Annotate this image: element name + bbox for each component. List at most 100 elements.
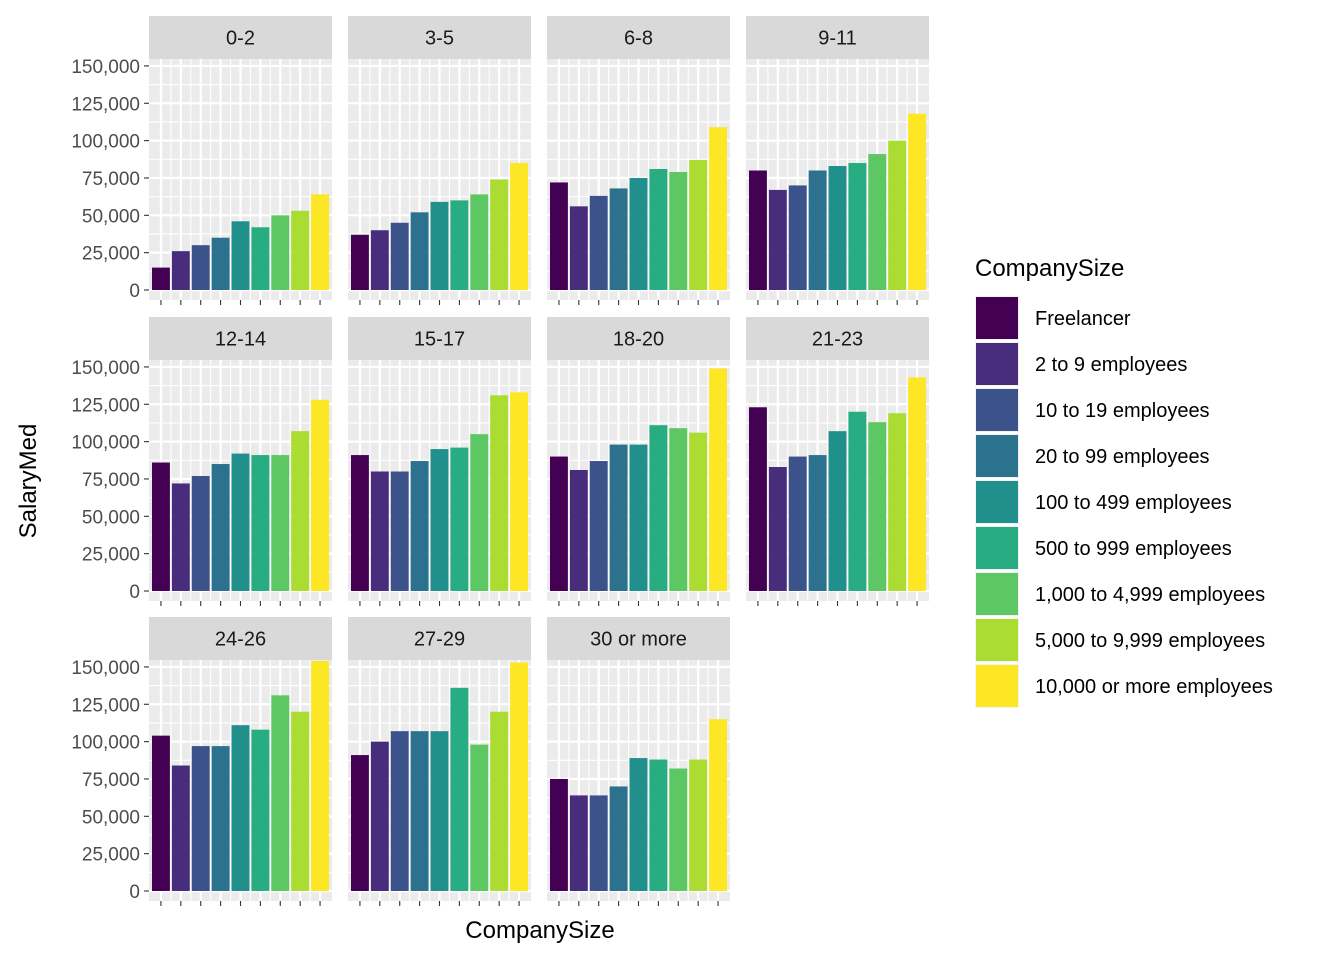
bar — [470, 434, 489, 591]
bar — [231, 453, 250, 591]
bar — [649, 169, 668, 290]
bar — [211, 237, 230, 290]
y-tick-label: 0 — [129, 882, 140, 903]
bar — [629, 177, 648, 290]
bar — [191, 746, 210, 891]
bar — [669, 768, 688, 891]
bar — [291, 431, 310, 591]
bar — [410, 461, 429, 591]
y-tick-label: 100,000 — [71, 132, 140, 153]
bar — [828, 431, 847, 591]
legend-key — [976, 435, 1018, 477]
bar — [609, 188, 628, 290]
bar — [470, 194, 489, 290]
legend-item: 10 to 19 employees — [975, 388, 1210, 432]
y-tick-label: 25,000 — [82, 244, 140, 265]
bar — [589, 195, 608, 290]
bar — [151, 267, 170, 290]
facet-strip-label: 0-2 — [226, 28, 255, 50]
y-axis-title: SalaryMed — [15, 424, 42, 539]
bar — [649, 425, 668, 591]
legend-key — [976, 297, 1018, 339]
y-tick-label: 0 — [129, 281, 140, 302]
bar — [709, 368, 728, 591]
y-tick-label: 125,000 — [71, 695, 140, 716]
bar — [171, 765, 190, 891]
y-axes: 0 25,000 50,000 75,000 100,000 125,000 150,000… — [71, 57, 149, 903]
y-tick-label: 25,000 — [82, 545, 140, 566]
bar — [370, 471, 389, 591]
bar — [788, 456, 807, 591]
facet-strip — [746, 16, 929, 59]
bar — [689, 160, 708, 290]
bar — [490, 395, 509, 591]
bar — [589, 461, 608, 591]
facet-strip — [149, 617, 332, 660]
bar — [231, 221, 250, 290]
bar — [271, 455, 290, 591]
legend-label: 10,000 or more employees — [1035, 676, 1273, 698]
legend-key — [976, 573, 1018, 615]
bar — [649, 759, 668, 891]
bar — [629, 444, 648, 591]
facet-panel: 12-14 — [149, 317, 332, 606]
legend-key — [976, 389, 1018, 431]
bar — [211, 746, 230, 891]
facet-strip-label: 6-8 — [624, 28, 653, 50]
bar — [609, 786, 628, 891]
bar — [370, 230, 389, 290]
legend-key — [976, 527, 1018, 569]
facet-panel: 0-2 — [149, 16, 332, 305]
bar — [251, 455, 270, 591]
bar — [828, 166, 847, 290]
legend-item: 1,000 to 4,999 employees — [975, 572, 1265, 616]
bar — [251, 729, 270, 891]
bar — [888, 413, 907, 591]
bar — [410, 212, 429, 290]
facet-strip — [348, 16, 531, 59]
y-tick-label: 0 — [129, 582, 140, 603]
bar — [589, 795, 608, 891]
legend-label: 1,000 to 4,999 employees — [1035, 584, 1265, 606]
y-tick-label: 50,000 — [82, 206, 140, 227]
bar — [470, 744, 489, 891]
y-tick-label: 100,000 — [71, 433, 140, 454]
bar — [231, 725, 250, 891]
facet-strip-label: 9-11 — [818, 28, 857, 50]
legend-item: 10,000 or more employees — [975, 664, 1273, 708]
bar — [669, 428, 688, 591]
y-tick-label: 75,000 — [82, 470, 140, 491]
bar — [311, 660, 330, 891]
bar — [151, 462, 170, 591]
facet-strip — [746, 317, 929, 360]
bar — [311, 194, 330, 290]
bar — [709, 719, 728, 891]
facet-panel: 6-8 — [547, 16, 730, 305]
y-tick-label: 75,000 — [82, 169, 140, 190]
bar — [350, 234, 369, 290]
bar — [450, 447, 469, 591]
legend-item: 100 to 499 employees — [975, 480, 1232, 524]
facet-strip-label: 24-26 — [215, 629, 266, 651]
facet-strip — [149, 317, 332, 360]
bar — [748, 407, 767, 591]
facet-panel: 15-17 — [348, 317, 531, 606]
y-tick-label: 50,000 — [82, 807, 140, 828]
legend-key — [976, 343, 1018, 385]
bar — [788, 185, 807, 290]
y-tick-label: 100,000 — [71, 733, 140, 754]
bar — [410, 731, 429, 891]
bar — [390, 731, 409, 891]
legend-label: 20 to 99 employees — [1035, 446, 1210, 468]
legend-item: Freelancer — [975, 296, 1131, 340]
x-axis-title: CompanySize — [465, 917, 614, 944]
bar — [908, 377, 927, 591]
legend-label: 10 to 19 employees — [1035, 400, 1210, 422]
legend-item: 2 to 9 employees — [975, 342, 1187, 386]
legend-label: 500 to 999 employees — [1035, 538, 1232, 560]
bar — [390, 222, 409, 290]
bar — [709, 127, 728, 291]
facet-strip-label: 27-29 — [414, 629, 465, 651]
facet-panel: 21-23 — [746, 317, 929, 606]
